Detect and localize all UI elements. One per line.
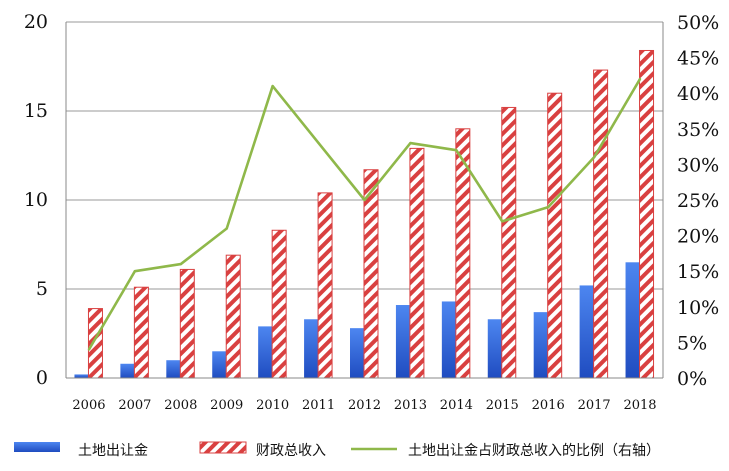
line-point	[501, 220, 504, 223]
bar-land-revenue	[533, 312, 548, 378]
bar-land-revenue	[212, 351, 227, 378]
y-right-tick-label: 10%	[677, 297, 719, 319]
x-tick-label: 2016	[532, 398, 565, 413]
line-point	[363, 198, 366, 202]
bar-fiscal-revenue	[133, 286, 149, 379]
x-tick-label: 2013	[394, 398, 427, 413]
ratio-line	[87, 77, 642, 351]
x-tick-label: 2011	[302, 398, 335, 413]
x-tick-label: 2018	[623, 398, 656, 413]
bar-fiscal-revenue	[593, 69, 609, 379]
y-right-tick-label: 45%	[677, 48, 719, 70]
legend-swatch-fiscal	[199, 441, 247, 454]
line-point	[271, 84, 274, 88]
x-tick-label: 2009	[210, 398, 243, 413]
x-tick-label: 2008	[164, 398, 197, 413]
line-point	[179, 262, 183, 266]
y-right-tick-label: 0%	[677, 368, 707, 390]
legend: 土地出让金 财政总收入 土地出让金占财政总收入的比例（右轴）	[14, 441, 660, 459]
axes	[65, 22, 664, 379]
y-right-tick-label: 30%	[677, 154, 719, 176]
x-tick-label: 2007	[118, 398, 151, 413]
legend-label-land: 土地出让金	[78, 443, 148, 459]
x-tick-label: 2014	[440, 398, 473, 413]
bar-fiscal-revenue	[501, 106, 517, 379]
bar-land-revenue	[166, 360, 181, 378]
bar-fiscal-revenue	[363, 169, 379, 379]
line-point	[133, 270, 137, 273]
bar-land-revenue	[350, 328, 364, 378]
bars	[74, 49, 655, 379]
bar-fiscal-revenue	[179, 268, 195, 379]
bar-fiscal-revenue	[317, 192, 333, 379]
bar-land-revenue	[258, 326, 273, 378]
bar-land-revenue	[74, 374, 89, 378]
x-tick-label: 2015	[486, 398, 519, 413]
bar-land-revenue	[304, 319, 319, 378]
y-right-tick-label: 50%	[677, 12, 719, 34]
y-right-tick-label: 15%	[677, 261, 719, 283]
line-point	[546, 205, 550, 209]
x-tick-label: 2012	[348, 398, 381, 413]
y-right-tick-label: 20%	[677, 226, 719, 248]
x-tick-label: 2010	[256, 398, 289, 413]
tick-labels: 0 5 10 15 20 0% 5% 10% 15% 20% 25% 30% 35% 40% 45% 50% 2…	[24, 11, 719, 413]
y-right-tick-label: 25%	[677, 190, 719, 212]
bar-fiscal-revenue	[225, 254, 241, 379]
y-right-tick-label: 5%	[677, 332, 707, 354]
x-tick-label: 2017	[578, 398, 611, 413]
line-point	[638, 77, 642, 81]
bar-fiscal-revenue	[409, 147, 425, 379]
legend-label-fiscal: 财政总收入	[256, 443, 326, 459]
bar-fiscal-revenue	[639, 49, 655, 379]
line-point	[409, 141, 412, 145]
bar-fiscal-revenue	[271, 229, 287, 379]
bar-land-revenue	[120, 363, 135, 378]
legend-swatch-land	[14, 442, 60, 452]
y-right-tick-label: 35%	[677, 119, 719, 141]
y-left-tick-label: 20	[24, 11, 48, 33]
y-left-tick-label: 15	[24, 100, 48, 122]
y-left-tick-label: 10	[24, 189, 48, 211]
bar-land-revenue	[487, 319, 502, 378]
line-point	[317, 141, 320, 145]
y-left-tick-label: 0	[36, 367, 48, 389]
bar-land-revenue	[441, 301, 456, 378]
bar-fiscal-revenue	[547, 92, 563, 379]
line-point	[455, 148, 458, 152]
line-point	[225, 227, 228, 230]
line-point	[592, 156, 596, 159]
y-right-tick-label: 40%	[677, 83, 719, 105]
legend-label-ratio: 土地出让金占财政总收入的比例（右轴）	[408, 443, 660, 459]
bar-land-revenue	[579, 285, 594, 378]
y-left-tick-label: 5	[36, 278, 48, 300]
bar-fiscal-revenue	[87, 308, 103, 379]
bar-land-revenue	[625, 262, 640, 378]
line-point	[87, 348, 91, 351]
x-tick-label: 2006	[72, 398, 105, 413]
bar-land-revenue	[395, 305, 410, 378]
